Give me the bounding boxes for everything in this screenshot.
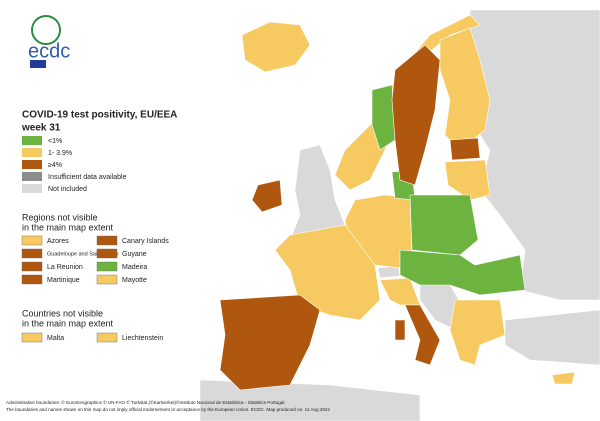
logo-globe xyxy=(31,15,61,45)
legend-label: Insufficient data available xyxy=(48,174,127,181)
legend-label: ≥4% xyxy=(48,162,62,169)
logo-text: ecdc xyxy=(28,40,70,62)
region-swatch xyxy=(96,274,118,285)
logo: ecdc xyxy=(28,15,70,68)
legend-label: <1% xyxy=(48,138,62,145)
cyprus xyxy=(551,371,576,385)
region-label: La Reunion xyxy=(47,264,83,271)
region-label: Guyane xyxy=(122,251,147,258)
region-swatch xyxy=(21,274,43,285)
legend-subtitle: week 31 xyxy=(21,123,61,134)
region-label: Malta xyxy=(47,335,64,342)
countries-legend: Malta Liechtenstein xyxy=(21,332,163,343)
map xyxy=(199,9,600,421)
footer-line: Administrative boundaries: © EuroGeograp… xyxy=(6,399,286,405)
norway-region xyxy=(371,84,396,151)
region-swatch xyxy=(96,261,118,272)
north-africa xyxy=(199,379,421,421)
region-swatch xyxy=(21,332,43,343)
eu-flag xyxy=(30,60,46,68)
legend-swatch xyxy=(22,160,42,169)
region-swatch xyxy=(21,248,43,259)
legend-swatch xyxy=(22,148,42,157)
legend-title: COVID-19 test positivity, EU/EEA xyxy=(22,110,177,121)
sardinia xyxy=(394,319,406,341)
region-label: Madeira xyxy=(122,264,147,271)
regions-title: in the main map extent xyxy=(22,222,114,232)
russia-belarus-ukraine xyxy=(469,9,600,301)
poland xyxy=(409,194,479,256)
legend-swatch xyxy=(22,184,42,193)
region-swatch xyxy=(96,235,118,246)
legend: <1% 1- 3.9% ≥4% Insufficient data available… xyxy=(22,136,127,193)
footer-line: The boundaries and names shown on this m… xyxy=(6,407,331,412)
countries-title: in the main map extent xyxy=(22,318,114,328)
estonia xyxy=(449,137,481,161)
turkey xyxy=(504,309,600,366)
south-italy xyxy=(404,304,441,366)
region-label: Guadeloupe and Saint Martin xyxy=(47,251,119,257)
greece-bulgaria xyxy=(449,299,506,366)
sweden xyxy=(391,44,441,186)
central-europe xyxy=(399,249,526,296)
iceland xyxy=(241,21,311,73)
countries-title: Countries not visible xyxy=(22,308,103,318)
region-label: Liechtenstein xyxy=(122,335,163,342)
legend-label: 1- 3.9% xyxy=(48,150,72,157)
region-label: Mayotte xyxy=(122,277,147,284)
latvia-lithuania xyxy=(444,159,491,201)
region-swatch xyxy=(21,235,43,246)
legend-swatch xyxy=(22,136,42,145)
ireland xyxy=(251,179,283,213)
regions-title: Regions not visible xyxy=(22,212,98,222)
spain-portugal xyxy=(219,294,321,391)
legend-label: Not included xyxy=(48,186,87,193)
region-label: Martinique xyxy=(47,277,80,284)
region-swatch xyxy=(96,248,118,259)
region-label: Canary Islands xyxy=(122,238,169,245)
region-swatch xyxy=(96,332,118,343)
legend-swatch xyxy=(22,172,42,181)
region-label: Azores xyxy=(47,238,69,245)
region-swatch xyxy=(21,261,43,272)
